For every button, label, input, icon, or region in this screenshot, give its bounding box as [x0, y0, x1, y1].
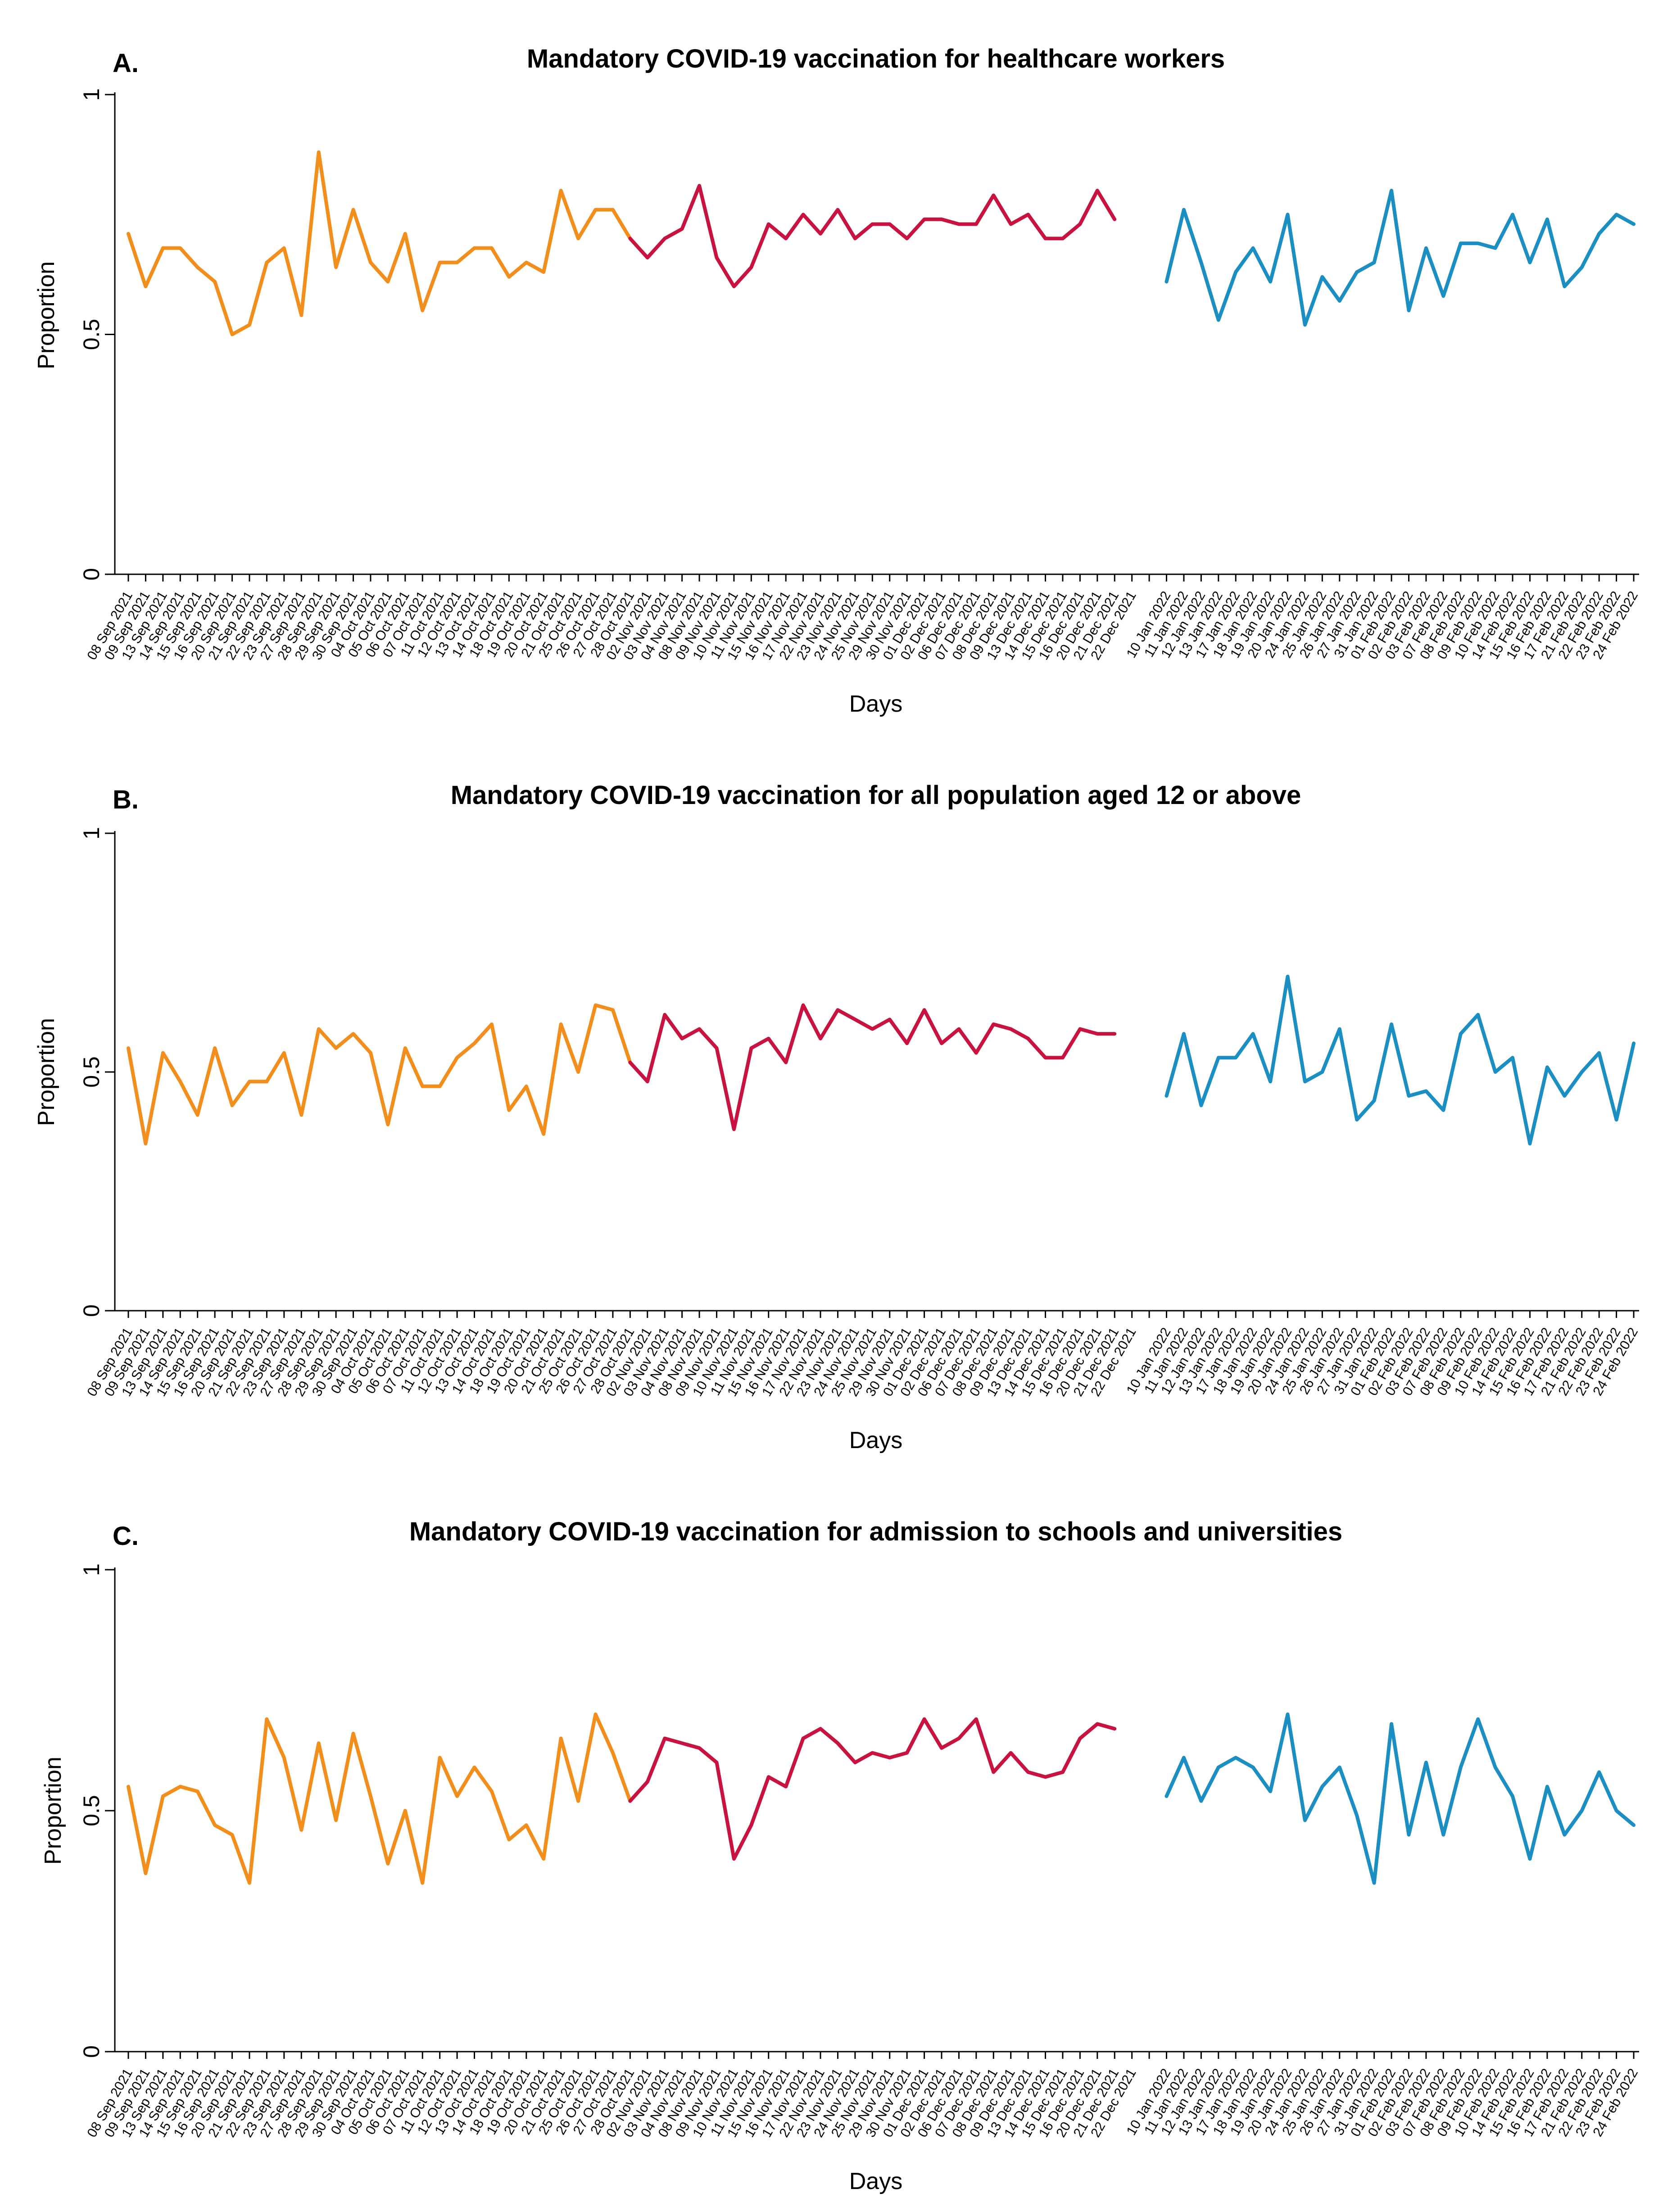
y-tick-label: 1 — [79, 827, 104, 840]
chart-panel-b: B. Mandatory COVID-19 vaccination for all… — [33, 781, 1641, 1453]
x-axis-title: Days — [849, 2168, 902, 2194]
series-line-period2 — [628, 1003, 1117, 1131]
x-axis-title: Days — [849, 691, 902, 717]
series-line-period1 — [127, 150, 632, 336]
series-line-period2 — [628, 184, 1117, 288]
y-tick-label: 1 — [79, 1563, 104, 1576]
y-axis-title: Proportion — [33, 1018, 59, 1126]
y-tick-label: 0.5 — [79, 1056, 104, 1088]
panel-letter: A. — [113, 49, 139, 78]
x-axis-title: Days — [849, 1427, 902, 1453]
y-tick-label: 1 — [79, 88, 104, 101]
y-tick-label: 0 — [79, 2045, 104, 2058]
series-line-period3 — [1165, 975, 1636, 1145]
y-tick-label: 0.5 — [79, 1795, 104, 1826]
y-tick-label: 0 — [79, 1304, 104, 1317]
series-line-period1 — [127, 1712, 632, 1885]
y-axis-title: Proportion — [40, 1757, 66, 1865]
chart-title: Mandatory COVID-19 vaccination for healt… — [527, 44, 1225, 73]
y-axis-title: Proportion — [33, 261, 59, 369]
panel-letter: B. — [113, 785, 139, 814]
y-tick-label: 0.5 — [79, 319, 104, 350]
series-line-period3 — [1165, 1712, 1636, 1885]
y-tick-label: 0 — [79, 568, 104, 581]
series-line-period2 — [628, 1717, 1117, 1861]
chart-title: Mandatory COVID-19 vaccination for all p… — [451, 781, 1301, 810]
series-line-period3 — [1165, 189, 1636, 327]
chart-title: Mandatory COVID-19 vaccination for admis… — [409, 1517, 1342, 1546]
series-line-period1 — [127, 1003, 632, 1145]
chart-panel-a: A. Mandatory COVID-19 vaccination for hea… — [33, 44, 1641, 717]
panel-letter: C. — [113, 1522, 139, 1551]
chart-panel-c: C. Mandatory COVID-19 vaccination for adm… — [40, 1517, 1641, 2194]
